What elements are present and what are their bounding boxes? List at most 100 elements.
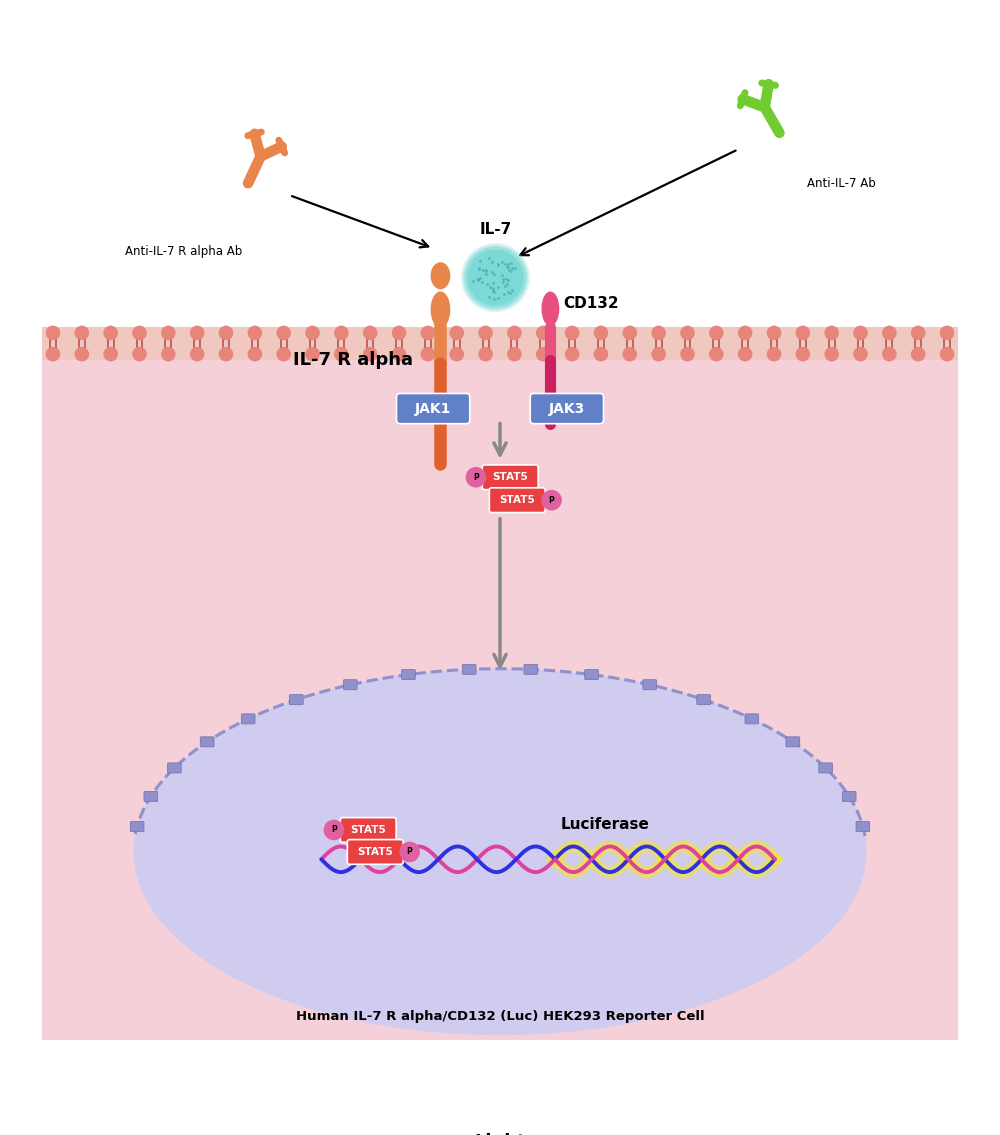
Circle shape (479, 347, 492, 361)
Circle shape (421, 347, 434, 361)
Circle shape (364, 347, 377, 361)
FancyBboxPatch shape (462, 664, 476, 674)
Circle shape (681, 347, 694, 361)
Circle shape (392, 326, 406, 339)
Circle shape (681, 326, 694, 339)
Circle shape (825, 347, 838, 361)
Circle shape (940, 326, 954, 339)
Text: STAT5: STAT5 (499, 495, 535, 505)
Circle shape (462, 244, 529, 311)
FancyBboxPatch shape (489, 488, 545, 513)
Circle shape (277, 326, 290, 339)
Circle shape (566, 326, 579, 339)
Circle shape (652, 326, 665, 339)
Circle shape (566, 347, 579, 361)
Text: CD132: CD132 (563, 296, 619, 311)
FancyBboxPatch shape (340, 817, 396, 842)
FancyBboxPatch shape (786, 737, 800, 747)
Circle shape (219, 347, 233, 361)
Text: STAT5: STAT5 (492, 472, 528, 482)
Text: P: P (549, 496, 554, 505)
Circle shape (623, 347, 636, 361)
Circle shape (508, 326, 521, 339)
FancyBboxPatch shape (482, 465, 538, 489)
FancyBboxPatch shape (819, 763, 833, 773)
Text: P: P (331, 825, 337, 834)
Ellipse shape (431, 292, 450, 327)
Circle shape (796, 347, 809, 361)
Circle shape (463, 1105, 537, 1135)
FancyBboxPatch shape (396, 394, 470, 423)
Circle shape (594, 326, 608, 339)
FancyBboxPatch shape (241, 714, 255, 724)
Circle shape (248, 347, 261, 361)
FancyBboxPatch shape (402, 670, 415, 680)
Circle shape (452, 1094, 548, 1135)
Circle shape (191, 347, 204, 361)
Circle shape (940, 347, 954, 361)
Circle shape (912, 347, 925, 361)
FancyBboxPatch shape (524, 664, 538, 674)
FancyBboxPatch shape (697, 695, 711, 705)
Circle shape (854, 347, 867, 361)
Circle shape (883, 347, 896, 361)
Circle shape (796, 326, 809, 339)
Circle shape (46, 326, 60, 339)
Circle shape (883, 326, 896, 339)
Circle shape (594, 347, 608, 361)
Circle shape (468, 250, 523, 305)
Circle shape (479, 326, 492, 339)
Circle shape (219, 326, 233, 339)
Bar (42, 0, 958, 329)
Circle shape (75, 347, 88, 361)
Circle shape (364, 326, 377, 339)
Circle shape (710, 326, 723, 339)
Text: STAT5: STAT5 (357, 847, 393, 857)
Circle shape (491, 1133, 509, 1135)
FancyBboxPatch shape (200, 737, 214, 747)
Circle shape (450, 347, 463, 361)
Circle shape (739, 326, 752, 339)
Circle shape (623, 326, 636, 339)
Circle shape (825, 326, 838, 339)
Circle shape (392, 347, 406, 361)
Bar (42, 327, 958, 360)
FancyBboxPatch shape (289, 695, 303, 705)
Circle shape (450, 326, 463, 339)
Circle shape (474, 1116, 526, 1135)
Circle shape (767, 347, 781, 361)
Circle shape (248, 326, 261, 339)
Text: Human IL-7 R alpha/CD132 (Luc) HEK293 Reporter Cell: Human IL-7 R alpha/CD132 (Luc) HEK293 Re… (296, 1010, 704, 1024)
Circle shape (652, 347, 665, 361)
Text: Luciferase: Luciferase (561, 817, 650, 832)
FancyBboxPatch shape (856, 822, 870, 832)
Circle shape (767, 326, 781, 339)
Circle shape (441, 1083, 559, 1135)
Circle shape (466, 468, 486, 487)
Circle shape (191, 326, 204, 339)
Circle shape (335, 347, 348, 361)
Circle shape (75, 326, 88, 339)
FancyBboxPatch shape (144, 791, 158, 801)
Circle shape (104, 326, 117, 339)
Text: IL-7: IL-7 (479, 222, 512, 237)
Ellipse shape (431, 263, 450, 288)
Text: JAK1: JAK1 (415, 402, 451, 415)
FancyBboxPatch shape (530, 394, 604, 423)
Text: IL-7 R alpha: IL-7 R alpha (293, 351, 413, 369)
Circle shape (324, 821, 344, 840)
Circle shape (508, 347, 521, 361)
Text: JAK3: JAK3 (549, 402, 585, 415)
FancyBboxPatch shape (643, 680, 657, 690)
Circle shape (133, 326, 146, 339)
Circle shape (542, 490, 561, 510)
Circle shape (104, 347, 117, 361)
Circle shape (162, 326, 175, 339)
Circle shape (306, 347, 319, 361)
Text: STAT5: STAT5 (350, 825, 386, 835)
Circle shape (306, 326, 319, 339)
Circle shape (463, 245, 527, 310)
Circle shape (421, 326, 434, 339)
Circle shape (710, 347, 723, 361)
FancyBboxPatch shape (842, 791, 856, 801)
